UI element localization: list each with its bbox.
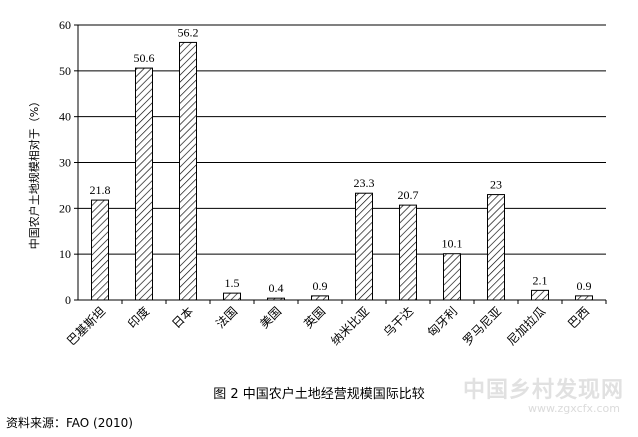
value-label: 0.9 [313, 279, 328, 293]
y-axis-label: 中国农户土地规模相对于（%） [27, 96, 41, 249]
bar [223, 292, 241, 301]
bar [135, 67, 153, 301]
y-tick-label: 10 [59, 247, 71, 261]
value-labels: 21.8 50.6 56.2 1.5 0.4 0.9 23.3 20.7 10.1 23 2.1 0.… [90, 25, 592, 295]
value-label: 23 [490, 178, 502, 192]
bar [91, 199, 109, 301]
bar [443, 253, 461, 301]
value-label: 10.1 [442, 237, 463, 251]
figure-caption: 图 2 中国农户土地经营规模国际比较 [213, 387, 425, 402]
category-label: 乌干达 [380, 304, 416, 340]
y-tick-label: 50 [59, 64, 71, 78]
bar [575, 295, 593, 301]
watermark-url: www.zgxcfx.com [528, 402, 620, 415]
value-label: 1.5 [225, 276, 240, 290]
bar [179, 41, 197, 301]
category-labels: 巴基斯坦 印度 日本 法国 美国 英国 纳米比亚 乌干达 匈牙利 罗马尼亚 尼加拉瓜 巴西 [64, 304, 592, 349]
axes [74, 24, 607, 304]
y-tick-label: 0 [65, 293, 71, 307]
bar [531, 289, 549, 301]
category-label: 印度 [125, 304, 153, 332]
bar [355, 192, 373, 301]
category-label: 匈牙利 [425, 304, 460, 339]
value-label: 23.3 [354, 176, 375, 190]
value-label: 50.6 [134, 51, 155, 65]
category-label: 英国 [301, 304, 328, 331]
category-label: 日本 [169, 304, 196, 331]
y-tick-label: 40 [59, 110, 71, 124]
watermark-logo: 中国乡村发现网 [462, 377, 624, 403]
category-label: 罗马尼亚 [460, 304, 504, 348]
value-label: 0.4 [269, 281, 284, 295]
bars [91, 41, 593, 301]
category-label: 巴基斯坦 [64, 304, 108, 348]
value-label: 0.9 [577, 279, 592, 293]
y-tick-label: 60 [59, 18, 71, 32]
value-label: 20.7 [398, 188, 419, 202]
gridlines [78, 24, 606, 255]
y-tick-label: 20 [59, 201, 71, 215]
y-tick-label: 30 [59, 156, 71, 170]
value-label: 2.1 [533, 273, 548, 287]
category-label: 法国 [213, 304, 240, 331]
bar [399, 204, 417, 301]
category-label: 纳米比亚 [328, 304, 372, 348]
y-tick-labels: 0 10 20 30 40 50 60 [59, 18, 71, 307]
value-label: 56.2 [178, 25, 199, 39]
source-note: 资料来源：FAO (2010) [6, 416, 133, 430]
category-label: 巴西 [565, 304, 592, 331]
bar [487, 194, 505, 301]
value-label: 21.8 [90, 183, 111, 197]
category-label: 尼加拉瓜 [504, 304, 549, 349]
bar [267, 297, 285, 301]
category-label: 美国 [257, 304, 284, 331]
bar [311, 295, 329, 301]
